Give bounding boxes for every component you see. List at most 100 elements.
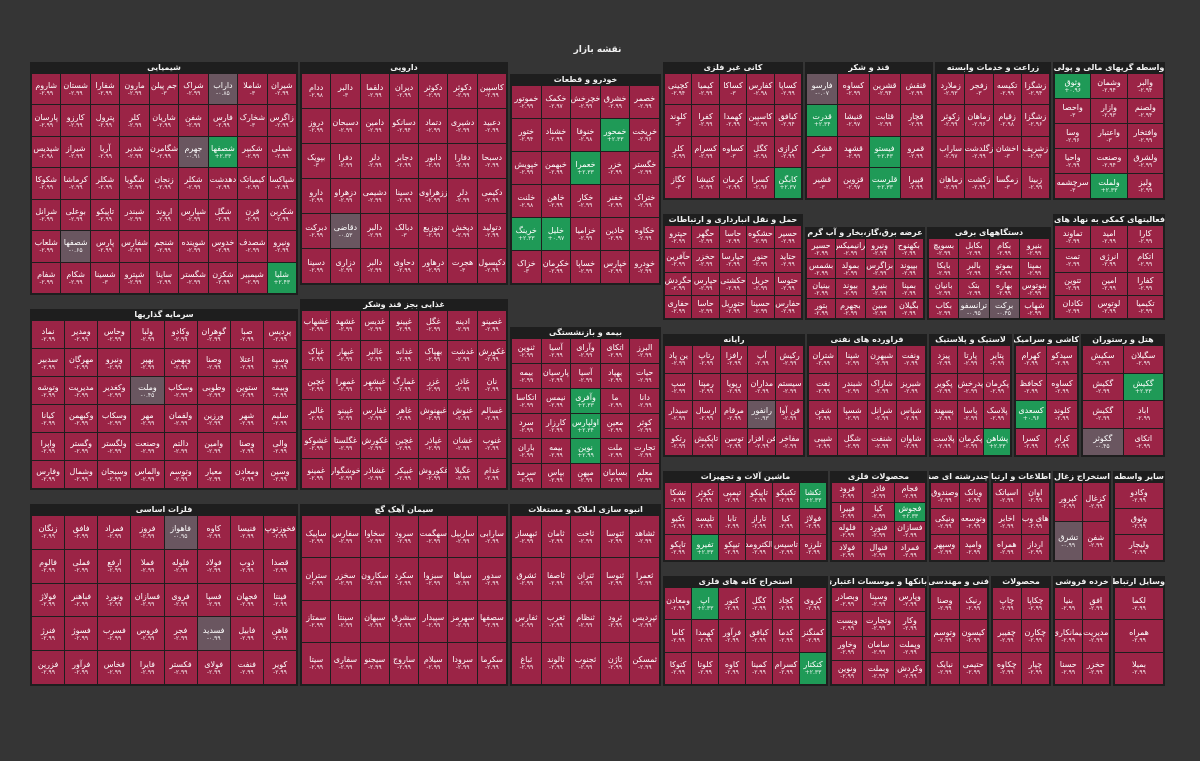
- stock-tile[interactable]: ارفع -۲.۹۹: [98, 549, 131, 583]
- stock-tile[interactable]: گکیش -۲.۹۹: [1083, 401, 1123, 428]
- stock-tile[interactable]: حگهر -۲.۹۹: [692, 226, 719, 249]
- stock-tile[interactable]: شصدف -۲.۹۹: [238, 231, 267, 262]
- stock-tile[interactable]: رافزا -۲.۹۹: [720, 346, 748, 373]
- stock-tile[interactable]: زکشت -۲.۹۹: [965, 167, 993, 198]
- stock-tile[interactable]: ین پاد -۲.۹۹: [665, 346, 692, 373]
- stock-tile[interactable]: مرقام -۲.۹۹: [720, 401, 748, 428]
- stock-tile[interactable]: فنیسا -۲.۹۹: [230, 516, 263, 549]
- stock-tile[interactable]: اتکای -۲.۹۹: [1123, 428, 1163, 455]
- stock-tile[interactable]: پارس -۲.۹۹: [90, 231, 120, 262]
- stock-tile[interactable]: زماهان -۲.۹۹: [937, 167, 965, 198]
- stock-tile[interactable]: وبهمن -۲.۹۹: [164, 349, 197, 376]
- stock-tile[interactable]: زشگزا -۲.۹۶: [1021, 105, 1049, 136]
- stock-tile[interactable]: غاهر -۲.۹۹: [389, 399, 419, 429]
- stock-tile[interactable]: فن آوا -۲.۹۹: [776, 401, 803, 428]
- stock-tile[interactable]: خنوفا -۲.۹۸: [571, 119, 600, 151]
- stock-tile[interactable]: شاروم -۲.۹۹: [32, 74, 61, 105]
- stock-tile[interactable]: فولاژ -۲.۹۹: [32, 583, 65, 617]
- stock-tile[interactable]: های وب -۲.۹۹: [1021, 509, 1049, 534]
- stock-tile[interactable]: دعبید -۲.۹۹: [477, 109, 506, 143]
- stock-tile[interactable]: غدیس -۲.۹۹: [360, 311, 389, 340]
- stock-tile[interactable]: کروی -۲.۹۹: [800, 588, 826, 620]
- stock-tile[interactable]: نماد -۲.۹۹: [32, 321, 65, 348]
- stock-tile[interactable]: جم پیلن -۳: [149, 74, 179, 105]
- stock-tile[interactable]: باران -۲.۹۹: [512, 439, 541, 463]
- stock-tile[interactable]: وازار -۲.۹۳: [1091, 99, 1127, 123]
- stock-tile[interactable]: همراه -۲.۹۹: [993, 535, 1021, 560]
- stock-tile[interactable]: وپارس -۲.۹۹: [894, 588, 925, 612]
- stock-tile[interactable]: کسرام -۲.۹۹: [773, 652, 799, 684]
- stock-tile[interactable]: نان -۲.۹۹: [477, 370, 506, 399]
- stock-tile[interactable]: ثتران -۲.۹۹: [571, 558, 600, 600]
- stock-tile[interactable]: وبصادر -۲.۹۹: [832, 588, 863, 612]
- stock-tile[interactable]: غشهاب -۲.۹۹: [302, 311, 331, 340]
- stock-tile[interactable]: پدرخش -۲.۹۹: [957, 373, 984, 400]
- stock-tile[interactable]: چکاپا -۲.۹۹: [1021, 588, 1049, 620]
- stock-tile[interactable]: دالبر -۳: [331, 74, 360, 108]
- stock-tile[interactable]: بهپر -۲.۹۹: [131, 349, 164, 376]
- stock-tile[interactable]: کفرا -۲.۹۹: [692, 105, 719, 136]
- stock-tile[interactable]: قشهد -۲.۹۹: [838, 136, 869, 167]
- stock-tile[interactable]: پکویر -۲.۹۹: [931, 373, 957, 400]
- stock-tile[interactable]: اولپارس +۲.۳۴: [571, 414, 600, 438]
- stock-tile[interactable]: وتوسم -۲.۹۹: [164, 461, 197, 488]
- stock-tile[interactable]: تلیسه -۲.۹۹: [692, 509, 718, 534]
- stock-tile[interactable]: سشرق -۲.۹۹: [389, 600, 419, 642]
- stock-tile[interactable]: غمینو -۲.۹۹: [302, 459, 331, 488]
- stock-tile[interactable]: خریخت -۲.۹۶: [630, 119, 659, 151]
- stock-tile[interactable]: فسرب -۲.۹۹: [98, 617, 131, 651]
- stock-tile[interactable]: خساپا -۲.۹۹: [571, 251, 600, 283]
- stock-tile[interactable]: غسالم -۲.۹۹: [477, 399, 506, 429]
- stock-tile[interactable]: سخزر -۲.۹۹: [331, 558, 360, 600]
- stock-tile[interactable]: معلم -۲.۹۹: [630, 464, 659, 488]
- stock-tile[interactable]: شبندر -۲.۹۹: [120, 199, 149, 231]
- stock-tile[interactable]: تکیمیا -۲.۹۹: [1127, 295, 1163, 318]
- stock-tile[interactable]: سرود -۲.۹۹: [389, 516, 419, 558]
- stock-tile[interactable]: ثشرق -۲.۹۹: [512, 558, 541, 600]
- stock-tile[interactable]: فپیرا -۲.۹۹: [832, 502, 863, 521]
- stock-tile[interactable]: قاهن -۲.۹۹: [263, 617, 296, 651]
- stock-tile[interactable]: فجهان -۲.۹۹: [230, 583, 263, 617]
- stock-tile[interactable]: تتوین -۲.۹۹: [1055, 272, 1091, 295]
- stock-tile[interactable]: کمنگنز -۲.۹۹: [800, 620, 826, 652]
- stock-tile[interactable]: خوشگوار -۲.۹۹: [331, 459, 360, 488]
- stock-tile[interactable]: دروز -۲.۹۹: [302, 109, 331, 143]
- stock-tile[interactable]: قلرست +۲.۳۳: [869, 167, 900, 198]
- stock-tile[interactable]: وتوشه -۲.۹۹: [32, 377, 65, 404]
- stock-tile[interactable]: سدبیر -۲.۹۹: [32, 349, 65, 376]
- stock-tile[interactable]: تشرق -۰.۹۹: [1055, 522, 1082, 560]
- stock-tile[interactable]: غپینو -۲.۹۹: [389, 311, 419, 340]
- stock-tile[interactable]: بموتو -۲.۹۹: [989, 259, 1019, 278]
- stock-tile[interactable]: پترول -۲.۹۹: [90, 105, 120, 136]
- stock-tile[interactable]: والبر -۲.۹۴: [1127, 74, 1163, 98]
- stock-tile[interactable]: الکترومد -۲.۹۹: [746, 535, 772, 560]
- stock-tile[interactable]: کیمیا -۲.۹۹: [692, 74, 719, 105]
- stock-tile[interactable]: میهن -۲.۹۹: [571, 464, 600, 488]
- stock-tile[interactable]: فیستو +۲.۴۳: [869, 136, 900, 167]
- stock-tile[interactable]: غمارگ -۲.۹۹: [389, 370, 419, 399]
- stock-tile[interactable]: شیمبیر -۲.۹۹: [238, 262, 267, 293]
- stock-tile[interactable]: خزر -۲.۹۹: [600, 152, 630, 184]
- stock-tile[interactable]: ونیرو -۲.۹۹: [98, 349, 131, 376]
- stock-tile[interactable]: کساکا -۳: [719, 74, 747, 105]
- stock-tile[interactable]: اخابر -۲.۹۹: [993, 509, 1021, 534]
- stock-tile[interactable]: بتور -۲.۹۹: [807, 299, 836, 318]
- stock-tile[interactable]: وکار -۲.۹۹: [894, 612, 925, 636]
- stock-tile[interactable]: شپیی -۲.۹۹: [809, 428, 838, 455]
- stock-tile[interactable]: غپینو -۲.۹۹: [331, 399, 360, 429]
- stock-tile[interactable]: فجام -۲.۹۹: [894, 483, 925, 502]
- stock-tile[interactable]: لکما -۲.۹۹: [1115, 588, 1163, 620]
- stock-tile[interactable]: غنوب -۲.۹۹: [477, 429, 506, 459]
- stock-tile[interactable]: ومعادن -۲.۹۹: [230, 461, 263, 488]
- stock-tile[interactable]: ثاخت -۲.۹۹: [571, 516, 600, 558]
- stock-tile[interactable]: رمپنا -۲.۹۹: [692, 373, 720, 400]
- stock-tile[interactable]: تکیو -۲.۹۹: [665, 509, 691, 534]
- stock-tile[interactable]: واحصا -۳: [1055, 99, 1091, 123]
- stock-tile[interactable]: وکبهمن -۲.۹۹: [65, 405, 98, 432]
- stock-tile[interactable]: خشرق -۲.۹۹: [600, 86, 630, 118]
- stock-tile[interactable]: شدیر -۲.۹۹: [120, 136, 149, 168]
- stock-tile[interactable]: سخاوا -۲.۹۹: [360, 516, 389, 558]
- stock-tile[interactable]: ونیرو -۲.۹۹: [865, 239, 894, 258]
- stock-tile[interactable]: غبیکر -۲.۹۹: [389, 459, 419, 488]
- stock-tile[interactable]: تکادان -۲.۹۹: [1055, 295, 1091, 318]
